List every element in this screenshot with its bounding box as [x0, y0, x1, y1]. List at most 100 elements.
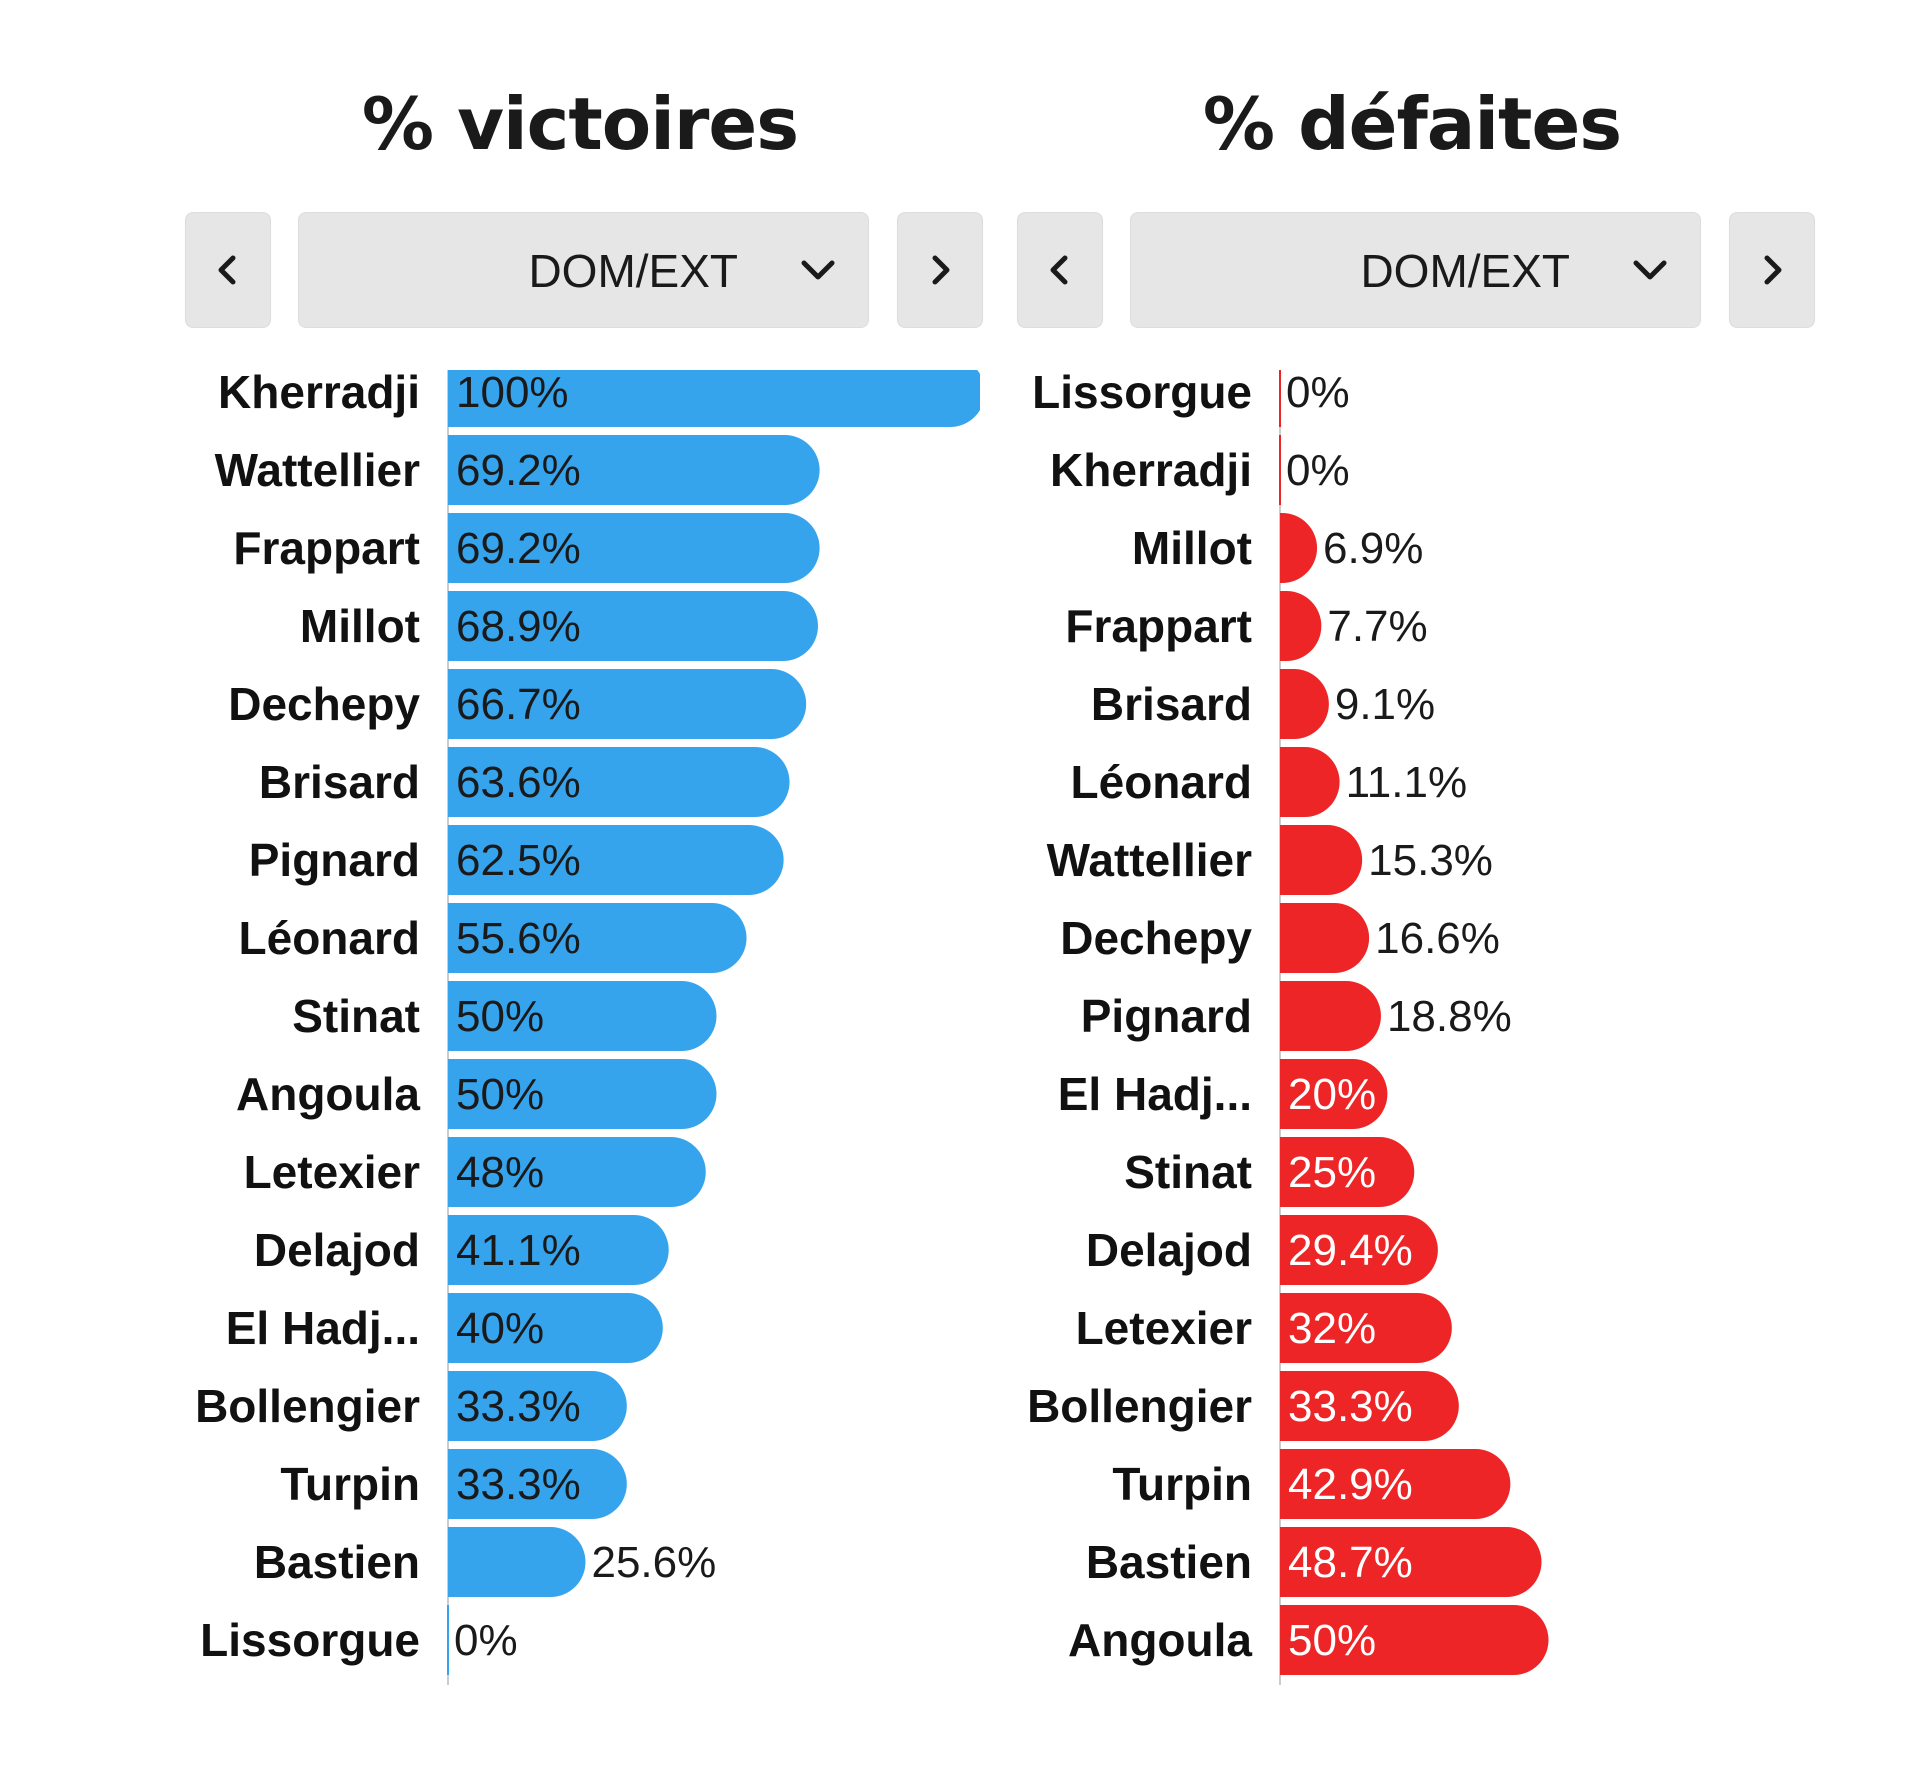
- victories-value-label: 66.7%: [456, 680, 581, 729]
- victories-value-label: 33.3%: [456, 1460, 581, 1509]
- victories-category-label: Millot: [300, 600, 420, 652]
- defeats-bar-row: Pignard 18.8%: [1081, 981, 1512, 1051]
- defeats-title: % défaites: [1202, 82, 1622, 166]
- defeats-bar-row: Frappart 7.7%: [1065, 591, 1428, 661]
- victories-title: % victoires: [361, 82, 799, 166]
- victories-bar-chart: Kherradji 100% Wattellier 69.2% Frappart 69.2…: [195, 370, 980, 1685]
- victories-bar: [448, 1293, 663, 1363]
- defeats-value-label: 25%: [1288, 1148, 1376, 1197]
- defeats-filter-select[interactable]: DOM/EXT: [1130, 212, 1701, 328]
- defeats-bar-row: Bastien 48.7%: [1086, 1527, 1542, 1597]
- defeats-value-label: 20%: [1288, 1070, 1376, 1119]
- defeats-value-label: 0%: [1286, 446, 1350, 495]
- defeats-value-label: 16.6%: [1375, 914, 1500, 963]
- victories-value-label: 25.6%: [591, 1538, 716, 1587]
- victories-bar-row: Dechepy 66.7%: [228, 669, 807, 739]
- victories-bar: [448, 370, 980, 427]
- chevron-right-icon: [932, 255, 950, 285]
- chevron-down-icon: [1633, 260, 1667, 280]
- victories-bar-row: Pignard 62.5%: [249, 825, 784, 895]
- victories-bar: [448, 591, 818, 661]
- defeats-bar-row: Brisard 9.1%: [1091, 669, 1435, 739]
- defeats-value-label: 7.7%: [1327, 602, 1427, 651]
- defeats-bar: [1280, 1293, 1452, 1363]
- defeats-bar-row: Turpin 42.9%: [1112, 1449, 1511, 1519]
- victories-next-button[interactable]: [897, 212, 983, 328]
- victories-category-label: Léonard: [239, 912, 420, 964]
- defeats-bar: [1280, 747, 1340, 817]
- victories-bar: [448, 1449, 627, 1519]
- victories-filter-value: DOM/EXT: [528, 245, 738, 297]
- victories-bar-row: Millot 68.9%: [300, 591, 818, 661]
- victories-value-label: 0%: [454, 1616, 518, 1665]
- defeats-value-label: 50%: [1288, 1616, 1376, 1665]
- victories-category-label: Pignard: [249, 834, 420, 886]
- defeats-bar: [1280, 669, 1329, 739]
- victories-bar: [448, 1215, 669, 1285]
- chevron-down-icon: [801, 260, 835, 280]
- victories-value-label: 33.3%: [456, 1382, 581, 1431]
- defeats-category-label: Lissorgue: [1032, 370, 1252, 418]
- defeats-bar: [1280, 981, 1381, 1051]
- defeats-bar-row: Delajod 29.4%: [1086, 1215, 1438, 1285]
- defeats-category-label: Dechepy: [1060, 912, 1252, 964]
- defeats-bar: [1280, 825, 1363, 895]
- defeats-bar: [1280, 1059, 1388, 1129]
- victories-value-label: 40%: [456, 1304, 544, 1353]
- victories-value-label: 48%: [456, 1148, 544, 1197]
- victories-bar: [448, 1527, 586, 1597]
- defeats-bar-row: Lissorgue 0%: [1032, 370, 1350, 427]
- defeats-category-label: Millot: [1132, 522, 1252, 574]
- victories-filter-select[interactable]: DOM/EXT: [298, 212, 869, 328]
- victories-value-label: 100%: [456, 370, 569, 417]
- victories-bar-row: Delajod 41.1%: [254, 1215, 669, 1285]
- defeats-panel: % défaites DOM/EXT Lissorgue 0% Kherradji 0…: [1012, 0, 1815, 1792]
- victories-bar-row: Frappart 69.2%: [233, 513, 820, 583]
- defeats-prev-button[interactable]: [1017, 212, 1103, 328]
- defeats-bar-row: Letexier 32%: [1076, 1293, 1452, 1363]
- victories-bar: [448, 1371, 627, 1441]
- defeats-bar: [1280, 1449, 1511, 1519]
- victories-bar-row: Letexier 48%: [244, 1137, 706, 1207]
- victories-bar: [448, 903, 747, 973]
- defeats-bar-row: Angoula 50%: [1068, 1605, 1549, 1675]
- defeats-bar-row: Léonard 11.1%: [1071, 747, 1467, 817]
- defeats-bar-row: Kherradji 0%: [1050, 435, 1350, 505]
- victories-bar-row: Angoula 50%: [236, 1059, 717, 1129]
- defeats-bar-row: Wattellier 15.3%: [1047, 825, 1493, 895]
- victories-bar-row: Bollengier 33.3%: [195, 1371, 627, 1441]
- defeats-category-label: Angoula: [1068, 1614, 1252, 1666]
- defeats-value-label: 42.9%: [1288, 1460, 1413, 1509]
- defeats-bar: [1280, 513, 1318, 583]
- defeats-next-button[interactable]: [1729, 212, 1815, 328]
- victories-category-label: Kherradji: [218, 370, 420, 418]
- chevron-left-icon: [1050, 255, 1068, 285]
- victories-category-label: Angoula: [236, 1068, 420, 1120]
- defeats-category-label: Wattellier: [1047, 834, 1252, 886]
- chevron-right-icon: [1764, 255, 1782, 285]
- victories-category-label: Dechepy: [228, 678, 420, 730]
- defeats-bar: [1279, 435, 1281, 505]
- victories-bar: [448, 513, 820, 583]
- victories-bar-row: Bastien 25.6%: [254, 1527, 716, 1597]
- victories-category-label: Brisard: [259, 756, 420, 808]
- defeats-value-label: 6.9%: [1323, 524, 1423, 573]
- victories-bar-row: Léonard 55.6%: [239, 903, 747, 973]
- victories-value-label: 62.5%: [456, 836, 581, 885]
- defeats-category-label: Bollengier: [1027, 1380, 1252, 1432]
- victories-value-label: 55.6%: [456, 914, 581, 963]
- victories-bar: [448, 1059, 717, 1129]
- victories-value-label: 69.2%: [456, 446, 581, 495]
- victories-prev-button[interactable]: [185, 212, 271, 328]
- defeats-filter-value: DOM/EXT: [1360, 245, 1570, 297]
- defeats-bar-row: Bollengier 33.3%: [1027, 1371, 1459, 1441]
- defeats-bar: [1280, 1137, 1415, 1207]
- defeats-bar: [1280, 1215, 1438, 1285]
- defeats-category-label: Bastien: [1086, 1536, 1252, 1588]
- defeats-category-label: Letexier: [1076, 1302, 1253, 1354]
- victories-category-label: Stinat: [292, 990, 420, 1042]
- defeats-bar-chart: Lissorgue 0% Kherradji 0% Millot 6.9% Frappart…: [1027, 370, 1549, 1685]
- victories-category-label: Bastien: [254, 1536, 420, 1588]
- victories-category-label: Turpin: [280, 1458, 420, 1510]
- victories-category-label: El Hadj...: [226, 1302, 420, 1354]
